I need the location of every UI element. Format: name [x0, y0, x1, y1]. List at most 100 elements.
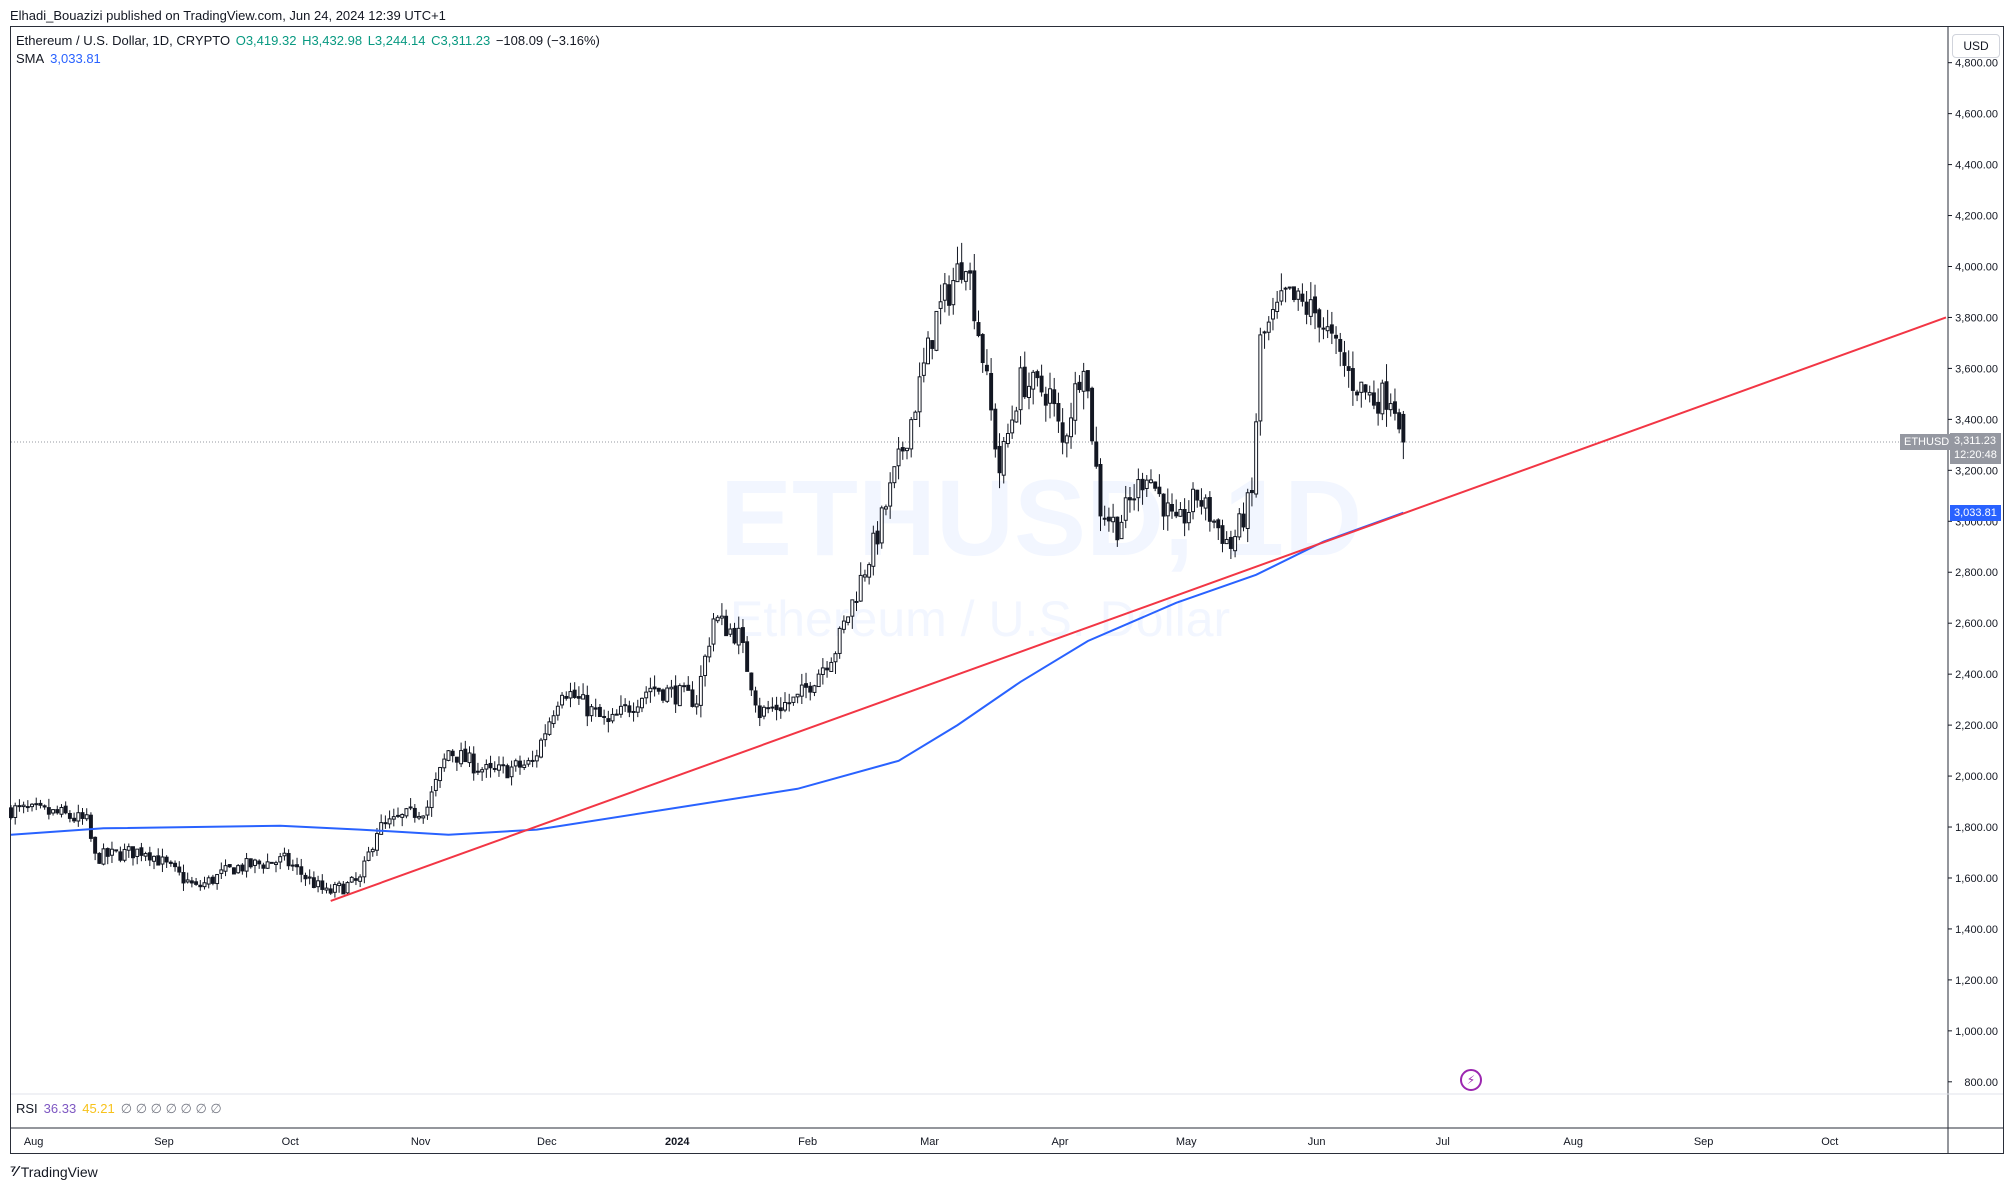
candle-body: [627, 705, 632, 713]
candle-body: [829, 661, 834, 672]
y-tick-label: 2,400.00: [1955, 669, 1998, 681]
candle-body: [1195, 489, 1200, 501]
candle-body: [429, 791, 434, 809]
candle-body: [892, 466, 897, 484]
candle-body: [1119, 521, 1124, 540]
candle-body: [854, 600, 859, 603]
candle-body: [303, 874, 308, 880]
symbol-description: Ethereum / U.S. Dollar, 1D, CRYPTO: [16, 33, 231, 48]
candle-body: [25, 806, 30, 809]
candle-body: [17, 805, 22, 808]
candle-body: [67, 813, 72, 819]
symbol-price-tag: ETHUSD: [1900, 433, 1954, 450]
candle-body: [1060, 422, 1065, 443]
candle-body: [80, 812, 85, 819]
y-tick-label: 4,400.00: [1955, 160, 1998, 172]
candle-body: [210, 876, 215, 884]
publisher-text: Elhadi_Bouazizi published on TradingView…: [10, 8, 446, 23]
candle-body: [21, 804, 26, 808]
candle-body: [568, 691, 573, 699]
candle-body: [1355, 391, 1360, 396]
candle-body: [417, 815, 422, 819]
candle-body: [909, 419, 914, 450]
x-tick-label: Aug: [24, 1136, 44, 1148]
x-tick-label: May: [1176, 1136, 1197, 1148]
candle-body: [1014, 410, 1019, 423]
x-tick-label: Oct: [1821, 1136, 1838, 1148]
candle-body: [467, 752, 472, 764]
candle-body: [320, 880, 325, 890]
tradingview-logo[interactable]: ⁷⁄ TradingView: [10, 1163, 98, 1180]
candle-body: [610, 713, 615, 722]
candle-body: [1073, 383, 1078, 421]
y-tick-label: 1,200.00: [1955, 975, 1998, 987]
candle-body: [202, 882, 207, 888]
candle-body: [72, 817, 77, 822]
candle-body: [1056, 403, 1061, 422]
candle-body: [379, 822, 384, 835]
currency-button[interactable]: USD: [1952, 34, 2000, 58]
candle-body: [1254, 421, 1259, 495]
candle-body: [875, 530, 880, 545]
candle-body: [1048, 388, 1052, 404]
candle-body: [1292, 286, 1296, 301]
candle-body: [526, 760, 531, 765]
candle-body: [614, 713, 619, 716]
candle-body: [715, 616, 720, 622]
candle-body: [240, 864, 245, 872]
candle-body: [265, 861, 270, 869]
candle-body: [631, 710, 636, 713]
candle-body: [475, 770, 480, 773]
candle-body: [686, 684, 691, 691]
candle-body: [951, 280, 956, 306]
candle-body: [522, 764, 527, 769]
support-trendline: [330, 316, 1947, 902]
candle-body: [366, 851, 371, 861]
candle-body: [816, 673, 821, 688]
candle-body: [1308, 299, 1313, 317]
candle-body: [1376, 401, 1381, 414]
x-tick-label: Aug: [1563, 1136, 1583, 1148]
candle-body: [942, 283, 947, 301]
candle-body: [1317, 309, 1322, 328]
y-tick-label: 2,000.00: [1955, 771, 1998, 783]
candle-body: [1178, 509, 1183, 517]
candle-body: [1325, 326, 1330, 332]
candle-body: [530, 759, 535, 762]
x-tick-label: Dec: [537, 1136, 557, 1148]
candle-body: [589, 706, 594, 717]
rsi-legend[interactable]: RSI 36.33 45.21 ∅ ∅ ∅ ∅ ∅ ∅ ∅: [16, 1101, 222, 1117]
last-price-tag: 3,311.23 12:20:48: [1950, 432, 2001, 464]
candle-body: [1228, 536, 1233, 549]
candle-body: [930, 340, 935, 349]
candle-body: [450, 750, 455, 757]
candle-body: [795, 693, 800, 698]
candle-body: [1148, 479, 1153, 484]
alert-flash-icon[interactable]: ⚡: [1460, 1069, 1482, 1091]
candle-body: [1031, 371, 1036, 390]
candle-body: [84, 814, 89, 820]
candle-body: [560, 694, 565, 706]
candle-body: [1157, 486, 1162, 495]
x-tick-label: 2024: [665, 1136, 690, 1148]
candle-body: [669, 686, 674, 690]
candle-body: [850, 599, 855, 617]
candle-body: [412, 807, 417, 818]
candle-body: [9, 807, 13, 819]
candle-body: [711, 618, 716, 645]
candle-body: [501, 764, 506, 767]
change-value: −108.09 (−3.16%): [495, 33, 600, 48]
candle-body: [1367, 392, 1372, 396]
candle-body: [917, 376, 922, 413]
sma-legend[interactable]: SMA 3,033.81: [16, 51, 101, 66]
candle-body: [1035, 371, 1040, 379]
candle-body: [585, 694, 590, 717]
candle-body: [1346, 366, 1351, 371]
candle-body: [534, 755, 539, 762]
candle-body: [442, 758, 447, 769]
candle-body: [1022, 366, 1027, 398]
low-value: L3,244.14: [367, 33, 426, 48]
candle-body: [1359, 381, 1364, 393]
candle-body: [1380, 382, 1385, 415]
